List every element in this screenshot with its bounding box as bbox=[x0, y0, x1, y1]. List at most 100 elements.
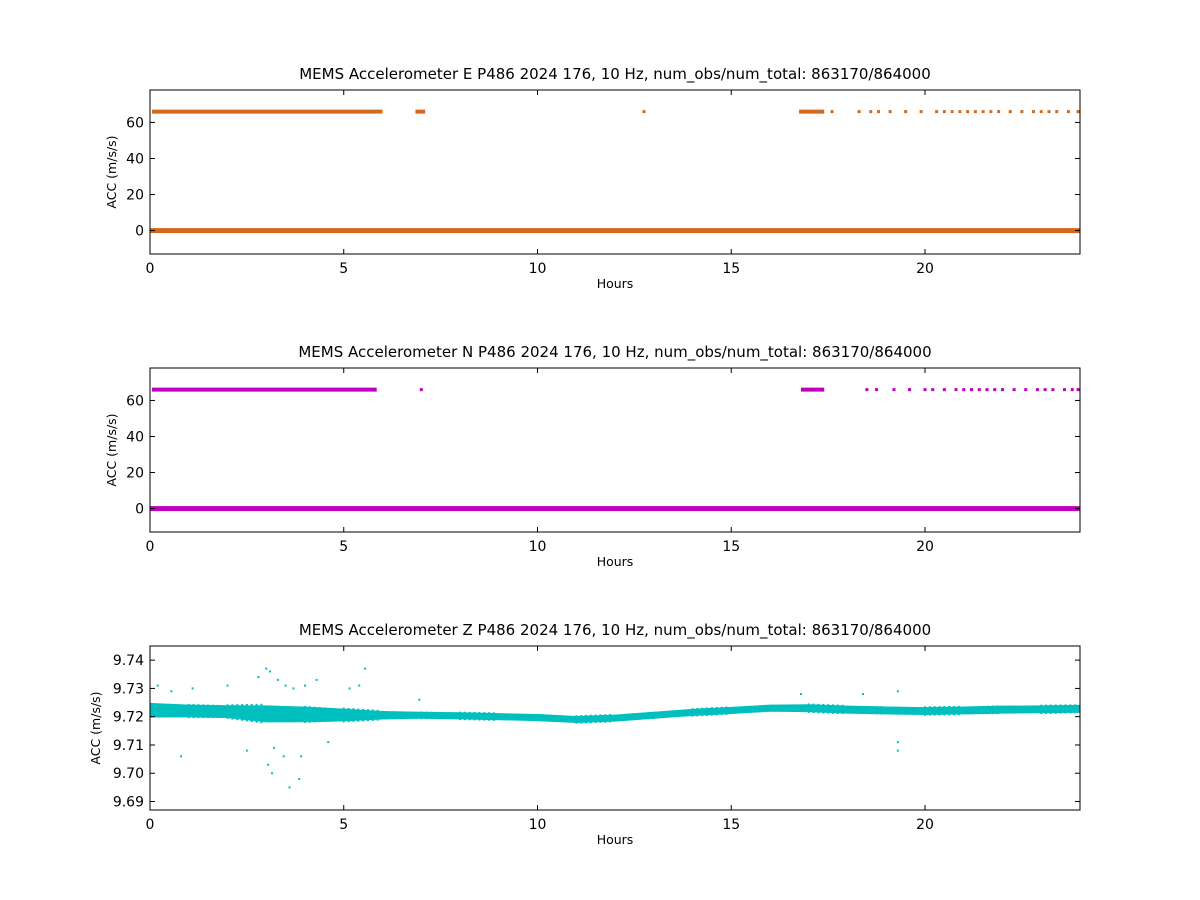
x-tick-label: 5 bbox=[339, 817, 348, 833]
spike-point bbox=[1012, 388, 1016, 392]
spike-point bbox=[942, 388, 946, 392]
spike-point bbox=[1020, 110, 1024, 114]
outlier-point bbox=[292, 687, 295, 690]
outlier-point bbox=[282, 755, 285, 758]
spike-point bbox=[1024, 388, 1028, 392]
x-tick-label: 20 bbox=[916, 539, 934, 555]
outlier-point bbox=[300, 755, 303, 758]
spike-point bbox=[1047, 110, 1051, 114]
spike-point bbox=[1076, 388, 1080, 392]
spike-segment bbox=[151, 387, 377, 392]
chart-title: MEMS Accelerometer E P486 2024 176, 10 H… bbox=[299, 65, 931, 84]
spike-point bbox=[966, 110, 970, 114]
y-tick-label: 9.70 bbox=[113, 766, 144, 782]
chart-panel-3: MEMS Accelerometer Z P486 2024 176, 10 H… bbox=[88, 621, 1081, 847]
x-tick-label: 15 bbox=[722, 261, 740, 277]
spike-point bbox=[935, 110, 939, 114]
spike-point bbox=[1070, 388, 1074, 392]
y-tick-label: 9.74 bbox=[113, 653, 144, 669]
spike-point bbox=[1043, 388, 1047, 392]
spike-point bbox=[888, 110, 892, 114]
spike-point bbox=[981, 110, 985, 114]
x-tick-label: 15 bbox=[722, 539, 740, 555]
outlier-point bbox=[191, 687, 194, 690]
outlier-point bbox=[265, 667, 268, 670]
baseline-trace bbox=[150, 506, 1080, 512]
x-tick-label: 10 bbox=[529, 539, 547, 555]
data-layer bbox=[150, 387, 1080, 512]
y-axis-label: ACC (m/s/s) bbox=[104, 413, 119, 486]
x-tick-label: 10 bbox=[529, 261, 547, 277]
chart-panel-2: MEMS Accelerometer N P486 2024 176, 10 H… bbox=[104, 343, 1081, 569]
spike-point bbox=[962, 388, 966, 392]
x-axis-label: Hours bbox=[597, 554, 634, 569]
spike-point bbox=[877, 110, 880, 114]
outlier-point bbox=[358, 684, 361, 687]
x-tick-label: 0 bbox=[146, 261, 155, 277]
outlier-point bbox=[862, 693, 864, 696]
y-tick-label: 40 bbox=[126, 151, 144, 167]
y-tick-label: 9.72 bbox=[113, 710, 144, 726]
spike-point bbox=[1063, 388, 1066, 392]
spike-point bbox=[1066, 110, 1070, 114]
chart-title: MEMS Accelerometer Z P486 2024 176, 10 H… bbox=[299, 621, 931, 640]
outlier-point bbox=[226, 684, 229, 687]
spike-point bbox=[865, 388, 869, 392]
x-tick-label: 0 bbox=[146, 539, 155, 555]
outlier-point bbox=[418, 698, 421, 701]
outlier-point bbox=[271, 772, 274, 775]
spike-point bbox=[419, 388, 423, 392]
outlier-point bbox=[257, 676, 260, 679]
spike-point bbox=[942, 110, 946, 114]
y-tick-label: 9.71 bbox=[113, 738, 144, 754]
y-tick-label: 20 bbox=[126, 466, 144, 482]
outlier-point bbox=[364, 667, 367, 670]
x-tick-label: 5 bbox=[339, 261, 348, 277]
y-tick-label: 40 bbox=[126, 429, 144, 445]
outlier-point bbox=[288, 786, 291, 789]
spike-point bbox=[1032, 110, 1035, 114]
spike-point bbox=[1055, 110, 1059, 114]
outlier-point bbox=[267, 763, 270, 766]
y-tick-label: 0 bbox=[135, 502, 144, 518]
outlier-point bbox=[156, 684, 159, 687]
spike-point bbox=[1008, 110, 1012, 114]
spike-point bbox=[950, 110, 954, 114]
spike-point bbox=[1076, 110, 1080, 114]
y-tick-label: 9.73 bbox=[113, 681, 144, 697]
spike-point bbox=[993, 388, 997, 392]
spike-point bbox=[919, 110, 923, 114]
x-tick-label: 20 bbox=[916, 261, 934, 277]
plot-frame bbox=[149, 367, 1081, 533]
outlier-point bbox=[273, 746, 275, 749]
chart-panel-1: MEMS Accelerometer E P486 2024 176, 10 H… bbox=[104, 65, 1081, 291]
baseline-trace bbox=[150, 228, 1080, 234]
spike-point bbox=[985, 388, 989, 392]
x-tick-label: 20 bbox=[916, 817, 934, 833]
outlier-point bbox=[315, 678, 318, 681]
outlier-point bbox=[245, 749, 248, 752]
outlier-point bbox=[896, 749, 899, 752]
x-axis-label: Hours bbox=[597, 832, 634, 847]
spike-segment bbox=[799, 109, 825, 114]
spike-point bbox=[904, 110, 908, 114]
spike-point bbox=[892, 388, 896, 392]
spike-point bbox=[875, 388, 879, 392]
y-tick-label: 60 bbox=[126, 115, 144, 131]
y-axis-label: ACC (m/s/s) bbox=[104, 135, 119, 208]
spike-segment bbox=[415, 109, 426, 114]
spike-point bbox=[977, 388, 981, 392]
chart-title: MEMS Accelerometer N P486 2024 176, 10 H… bbox=[298, 343, 931, 362]
plot-frame bbox=[149, 89, 1081, 255]
outlier-point bbox=[298, 777, 301, 780]
outlier-point bbox=[896, 741, 899, 744]
spike-point bbox=[997, 110, 1001, 114]
spike-segment bbox=[801, 387, 825, 392]
outlier-point bbox=[800, 693, 802, 696]
outlier-point bbox=[170, 690, 173, 693]
y-tick-label: 20 bbox=[126, 188, 144, 204]
y-tick-label: 0 bbox=[135, 224, 144, 240]
spike-point bbox=[908, 388, 911, 392]
y-tick-label: 60 bbox=[126, 393, 144, 409]
